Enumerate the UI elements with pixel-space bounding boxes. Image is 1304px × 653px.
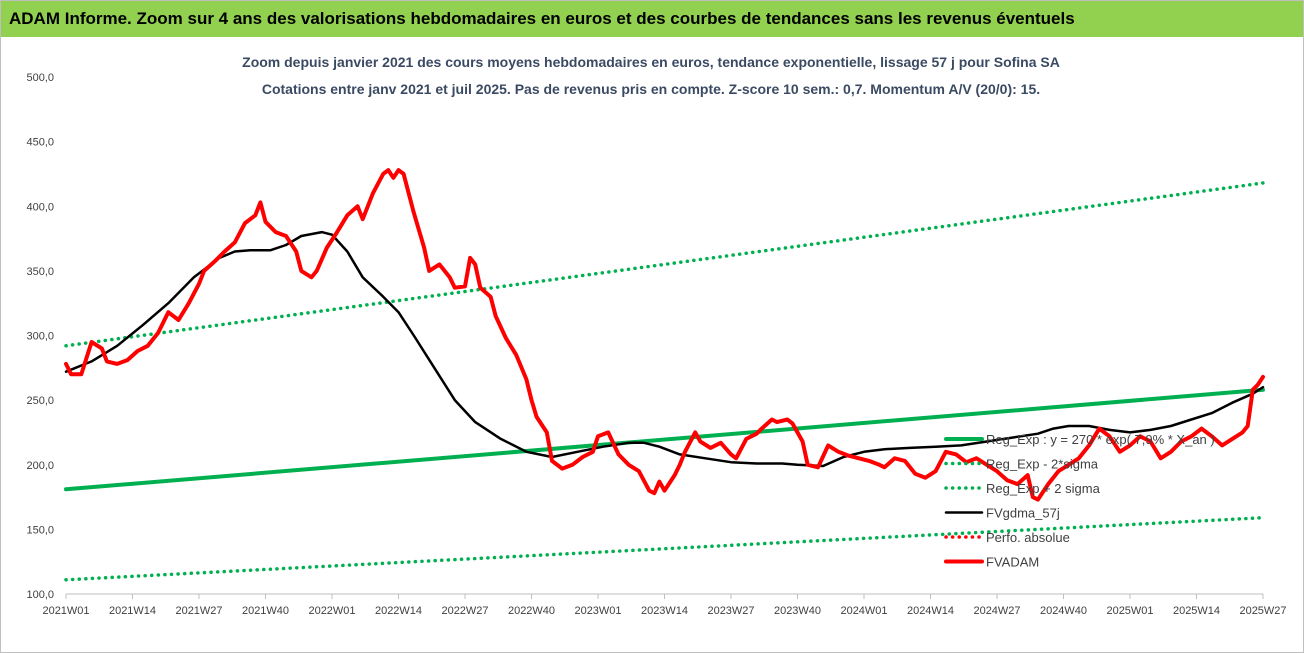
x-tick-label: 2025W01 [1106,605,1153,617]
x-tick-label: 2024W14 [907,605,954,617]
legend-label: Reg_Exp + 2 sigma [986,481,1101,496]
series-line-5 [64,168,1265,502]
chart-legend: Reg_Exp : y = 270 * exp( 7,9% * X_an ) Re… [944,432,1215,570]
x-tick-label: 2021W27 [175,605,222,617]
x-tick-label: 2023W40 [774,605,821,617]
chart-title: Zoom depuis janvier 2021 des cours moyen… [242,54,1060,70]
x-tick-label: 2022W40 [508,605,555,617]
y-tick-label: 200,0 [26,460,54,472]
y-tick-label: 100,0 [26,589,54,601]
y-tick-label: 400,0 [26,201,54,213]
x-tick-label: 2023W14 [641,605,688,617]
y-tick-label: 500,0 [26,72,54,84]
x-tick-label: 2024W27 [973,605,1020,617]
x-tick-label: 2024W01 [840,605,887,617]
x-tick-label: 2025W27 [1239,605,1286,617]
legend-label: Reg_Exp - 2*sigma [986,457,1099,472]
x-tick-label: 2022W01 [308,605,355,617]
x-tick-label: 2022W27 [441,605,488,617]
chart-subtitle: Cotations entre janv 2021 et juil 2025. … [262,81,1040,97]
chart-axes: 100,0 150,0 200,0 250,0 300,0 350,0 400,0 450,0… [26,72,1286,617]
x-tick-label: 2023W27 [707,605,754,617]
y-tick-label: 350,0 [26,266,54,278]
y-tick-label: 250,0 [26,395,54,407]
y-tick-label: 450,0 [26,137,54,149]
series-line-0 [64,387,1265,492]
legend-label: FVADAM [986,555,1039,570]
legend-label: Perfo. absolue [986,530,1070,545]
x-tick-label: 2022W14 [375,605,422,617]
legend-label: Reg_Exp : y = 270 * exp( 7,9% * X_an ) [986,432,1215,447]
x-tick-label: 2021W40 [242,605,289,617]
y-tick-label: 150,0 [26,524,54,536]
x-tick-label: 2021W01 [42,605,89,617]
chart-plot-area [64,168,1265,582]
page-title: ADAM Informe. Zoom sur 4 ans des valoris… [1,1,1303,37]
legend-label: FVgdma_57j [986,506,1060,521]
series-line-1 [64,515,1265,582]
x-tick-label: 2024W40 [1040,605,1087,617]
x-tick-label: 2021W14 [109,605,156,617]
series-line-2 [64,181,1265,348]
series-line-3 [64,230,1265,468]
y-tick-label: 300,0 [26,331,54,343]
line-chart: Zoom depuis janvier 2021 des cours moyen… [26,54,1286,617]
x-tick-label: 2023W01 [574,605,621,617]
x-tick-label: 2025W14 [1173,605,1220,617]
